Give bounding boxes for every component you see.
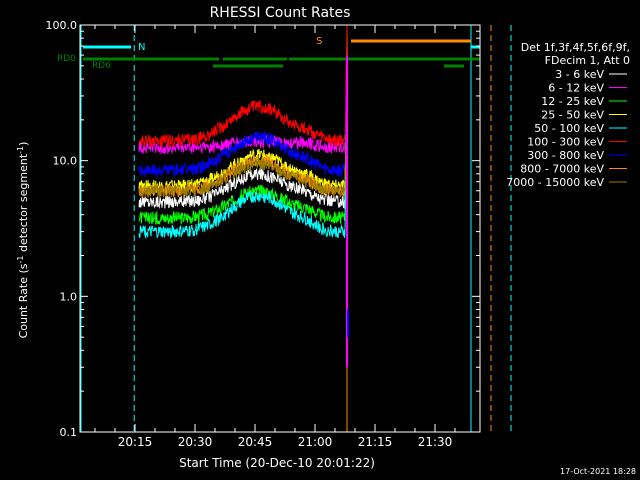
- y-axis-label-sup1: -1: [16, 256, 25, 264]
- series-line: [138, 24, 348, 148]
- y-tick-label: 10.0: [53, 155, 78, 168]
- legend-entry-label: 3 - 6 keV: [555, 68, 604, 81]
- legend-entry-label: 12 - 25 keV: [541, 95, 604, 108]
- y-axis-label-sup2: -1: [16, 146, 25, 154]
- legend-header-line-2: FDecim 1, Att 0: [545, 54, 630, 67]
- rd0-flag-label: RD0: [57, 54, 76, 64]
- s-flag-label: S: [316, 36, 322, 47]
- y-tick-label: 1.0: [60, 290, 78, 303]
- series-line: [138, 55, 348, 178]
- rd6-flag-label: RD6: [92, 61, 111, 71]
- legend: Det 1f,3f,4f,5f,6f,9f,FDecim 1, Att 03 -…: [506, 41, 630, 189]
- legend-entry-label: 6 - 12 keV: [548, 82, 604, 95]
- y-tick-label: 0.1: [60, 426, 78, 439]
- x-tick-label: 21:00: [298, 435, 333, 449]
- legend-entry-label: 300 - 800 keV: [527, 149, 604, 162]
- x-tick-label: 20:30: [178, 435, 213, 449]
- x-tick-label: 20:15: [118, 435, 153, 449]
- x-tick-label: 20:45: [238, 435, 273, 449]
- x-tick-label: 21:15: [358, 435, 393, 449]
- y-tick-label: 100.0: [46, 19, 78, 32]
- n-flag-label: N: [138, 42, 145, 53]
- plot-layer: N S RD0 RD6: [57, 24, 512, 432]
- legend-entry-label: 25 - 50 keV: [541, 109, 604, 122]
- x-tick-label: 21:30: [418, 435, 453, 449]
- plot-frame: [79, 24, 481, 433]
- chart-title: RHESSI Count Rates: [210, 5, 351, 21]
- legend-entry-label: 100 - 300 keV: [527, 136, 604, 149]
- legend-entry-label: 50 - 100 keV: [534, 122, 604, 135]
- series-line: [138, 114, 348, 239]
- axis-layer: 100.0 10.0 1.0 0.1 20:15 20:30 20:45 21:00 21:15…: [46, 19, 481, 449]
- legend-header-line-1: Det 1f,3f,4f,5f,6f,9f,: [521, 41, 630, 54]
- y-axis-label: Count Rate (s-1 detector segment-1): [16, 142, 30, 339]
- series-line: [138, 92, 348, 210]
- legend-entry-label: 7000 - 15000 keV: [506, 176, 604, 189]
- series-line: [138, 81, 348, 199]
- y-axis-label-end: ): [17, 142, 30, 146]
- y-axis-label-mid: detector segment: [17, 153, 30, 255]
- footer-date: 17-Oct-2021 18:28: [560, 467, 636, 476]
- legend-entry-label: 800 - 7000 keV: [520, 163, 604, 176]
- x-axis-label: Start Time (20-Dec-10 20:01:22): [179, 456, 375, 470]
- y-axis-label-main: Count Rate (s: [17, 263, 30, 338]
